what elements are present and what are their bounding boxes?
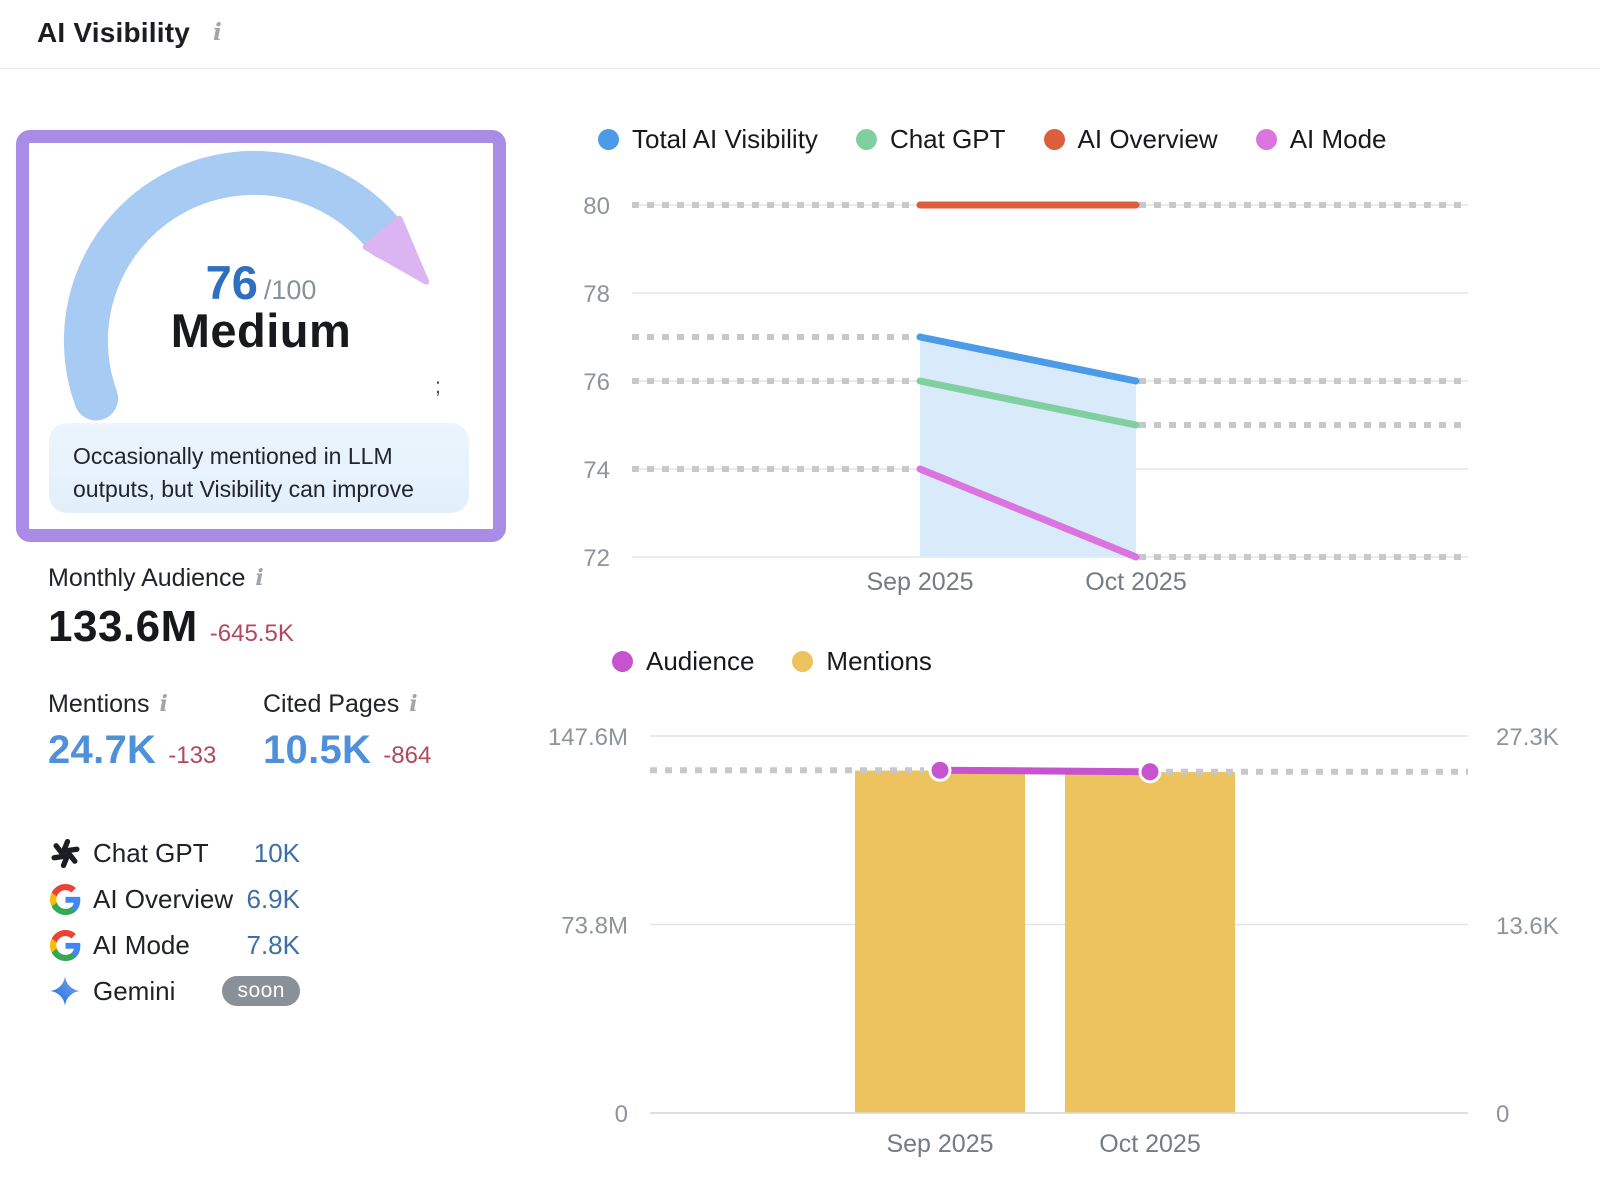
legend-label: Audience (646, 646, 755, 676)
svg-text:73.8M: 73.8M (561, 913, 628, 940)
platform-list: Chat GPT 10K AI Overview 6.9K AI Mode 7.… (48, 830, 300, 1014)
mentions-metric: Mentions i 24.7K -133 (48, 690, 263, 773)
legend-item-ai-mode[interactable]: AI Mode (1255, 124, 1387, 155)
legend-label: Mentions (826, 646, 932, 676)
metric-pair-row: Mentions i 24.7K -133 Cited Pages i 10.5… (48, 690, 431, 773)
cited-pages-label: Cited Pages (263, 690, 400, 718)
svg-text:0: 0 (1496, 1101, 1509, 1128)
legend-label: Chat GPT (889, 124, 1006, 154)
legend-dot (1255, 129, 1277, 150)
audience-mentions-chart: 147.6M 73.8M 0 27.3K 13.6K 0 Sep 2025 Oct 2025 (548, 724, 1559, 1158)
svg-text:Sep 2025: Sep 2025 (866, 568, 973, 596)
svg-text:78: 78 (583, 281, 610, 308)
svg-text:147.6M: 147.6M (548, 724, 628, 751)
svg-text:76: 76 (583, 369, 610, 396)
svg-text:Oct 2025: Oct 2025 (1085, 568, 1186, 596)
widget-header: AI Visibility i (0, 0, 1600, 69)
info-icon[interactable]: i (409, 691, 418, 717)
google-icon (48, 882, 82, 916)
svg-text:74: 74 (583, 457, 610, 484)
legend-item-chat-gpt[interactable]: Chat GPT (855, 124, 1006, 155)
monthly-audience-value: 133.6M (48, 602, 198, 651)
svg-text:Oct 2025: Oct 2025 (1099, 1130, 1200, 1158)
legend-dot (792, 651, 814, 672)
mentions-label: Mentions (48, 690, 150, 718)
svg-text:80: 80 (583, 193, 610, 220)
platform-name: AI Mode (93, 929, 190, 960)
mentions-value: 24.7K (48, 728, 157, 772)
legend-label: AI Overview (1077, 124, 1218, 154)
score-gauge (63, 150, 430, 421)
soon-badge: soon (222, 976, 300, 1006)
legend-item-mentions[interactable]: Mentions (792, 646, 932, 677)
monthly-audience-metric: Monthly Audience i 133.6M -645.5K (48, 564, 294, 652)
gauge-arc-filled (63, 150, 409, 421)
legend-dot (612, 651, 633, 672)
legend-item-ai-overview[interactable]: AI Overview (1043, 124, 1218, 155)
visibility-trend-chart: 80 78 76 74 72 Sep 2025 Oct 2025 (583, 193, 1468, 596)
stray-glyph: ; (435, 375, 441, 398)
platform-value: 7.8K (246, 929, 301, 960)
metric-label-row: Monthly Audience i (48, 564, 294, 593)
score-row: 76/100 (29, 255, 493, 310)
platform-name: Chat GPT (93, 837, 209, 868)
svg-text:Sep 2025: Sep 2025 (886, 1130, 993, 1158)
svg-text:0: 0 (615, 1101, 628, 1128)
gemini-icon (48, 974, 82, 1008)
score-max: /100 (263, 275, 317, 305)
chatgpt-icon (48, 836, 82, 870)
mentions-delta: -133 (168, 742, 217, 769)
platform-value: 6.9K (246, 883, 301, 914)
list-item: Chat GPT 10K (48, 830, 300, 876)
legend-dot (1043, 129, 1065, 150)
platform-value: 10K (253, 837, 300, 868)
gauge-arc-remainder (362, 215, 430, 285)
ai-visibility-score-card: 76/100 Medium ; Occasionally mentioned i… (16, 130, 506, 542)
audience-chart-legend: Audience Mentions (612, 646, 932, 677)
list-item: AI Overview 6.9K (48, 876, 300, 922)
legend-label: Total AI Visibility (632, 124, 818, 154)
monthly-audience-label: Monthly Audience (48, 564, 246, 592)
visibility-chart-legend: Total AI Visibility Chat GPT AI Overview AI… (598, 124, 1387, 155)
legend-item-audience[interactable]: Audience (612, 646, 754, 677)
cited-pages-metric: Cited Pages i 10.5K -864 (263, 690, 431, 773)
legend-dot (598, 129, 619, 150)
score-description: Occasionally mentioned in LLM outputs, b… (49, 423, 469, 513)
legend-dot (855, 129, 877, 150)
legend-label: AI Mode (1289, 124, 1387, 154)
info-icon[interactable]: i (255, 565, 264, 591)
score-grade: Medium (170, 304, 352, 357)
svg-text:27.3K: 27.3K (1496, 724, 1559, 751)
list-item: Gemini soon (48, 968, 300, 1014)
svg-text:72: 72 (583, 545, 610, 572)
score-value: 76 (205, 256, 258, 309)
page-title: AI Visibility (37, 17, 191, 48)
google-icon (48, 928, 82, 962)
list-item: AI Mode 7.8K (48, 922, 300, 968)
platform-name: AI Overview (93, 883, 234, 914)
monthly-audience-delta: -645.5K (209, 620, 294, 647)
info-icon[interactable]: i (213, 19, 222, 46)
cited-pages-delta: -864 (383, 742, 432, 769)
cited-pages-value: 10.5K (263, 728, 372, 772)
info-icon[interactable]: i (159, 691, 168, 717)
platform-name: Gemini (93, 975, 176, 1006)
svg-text:13.6K: 13.6K (1496, 913, 1559, 940)
legend-item-total-ai-visibility[interactable]: Total AI Visibility (598, 124, 818, 155)
